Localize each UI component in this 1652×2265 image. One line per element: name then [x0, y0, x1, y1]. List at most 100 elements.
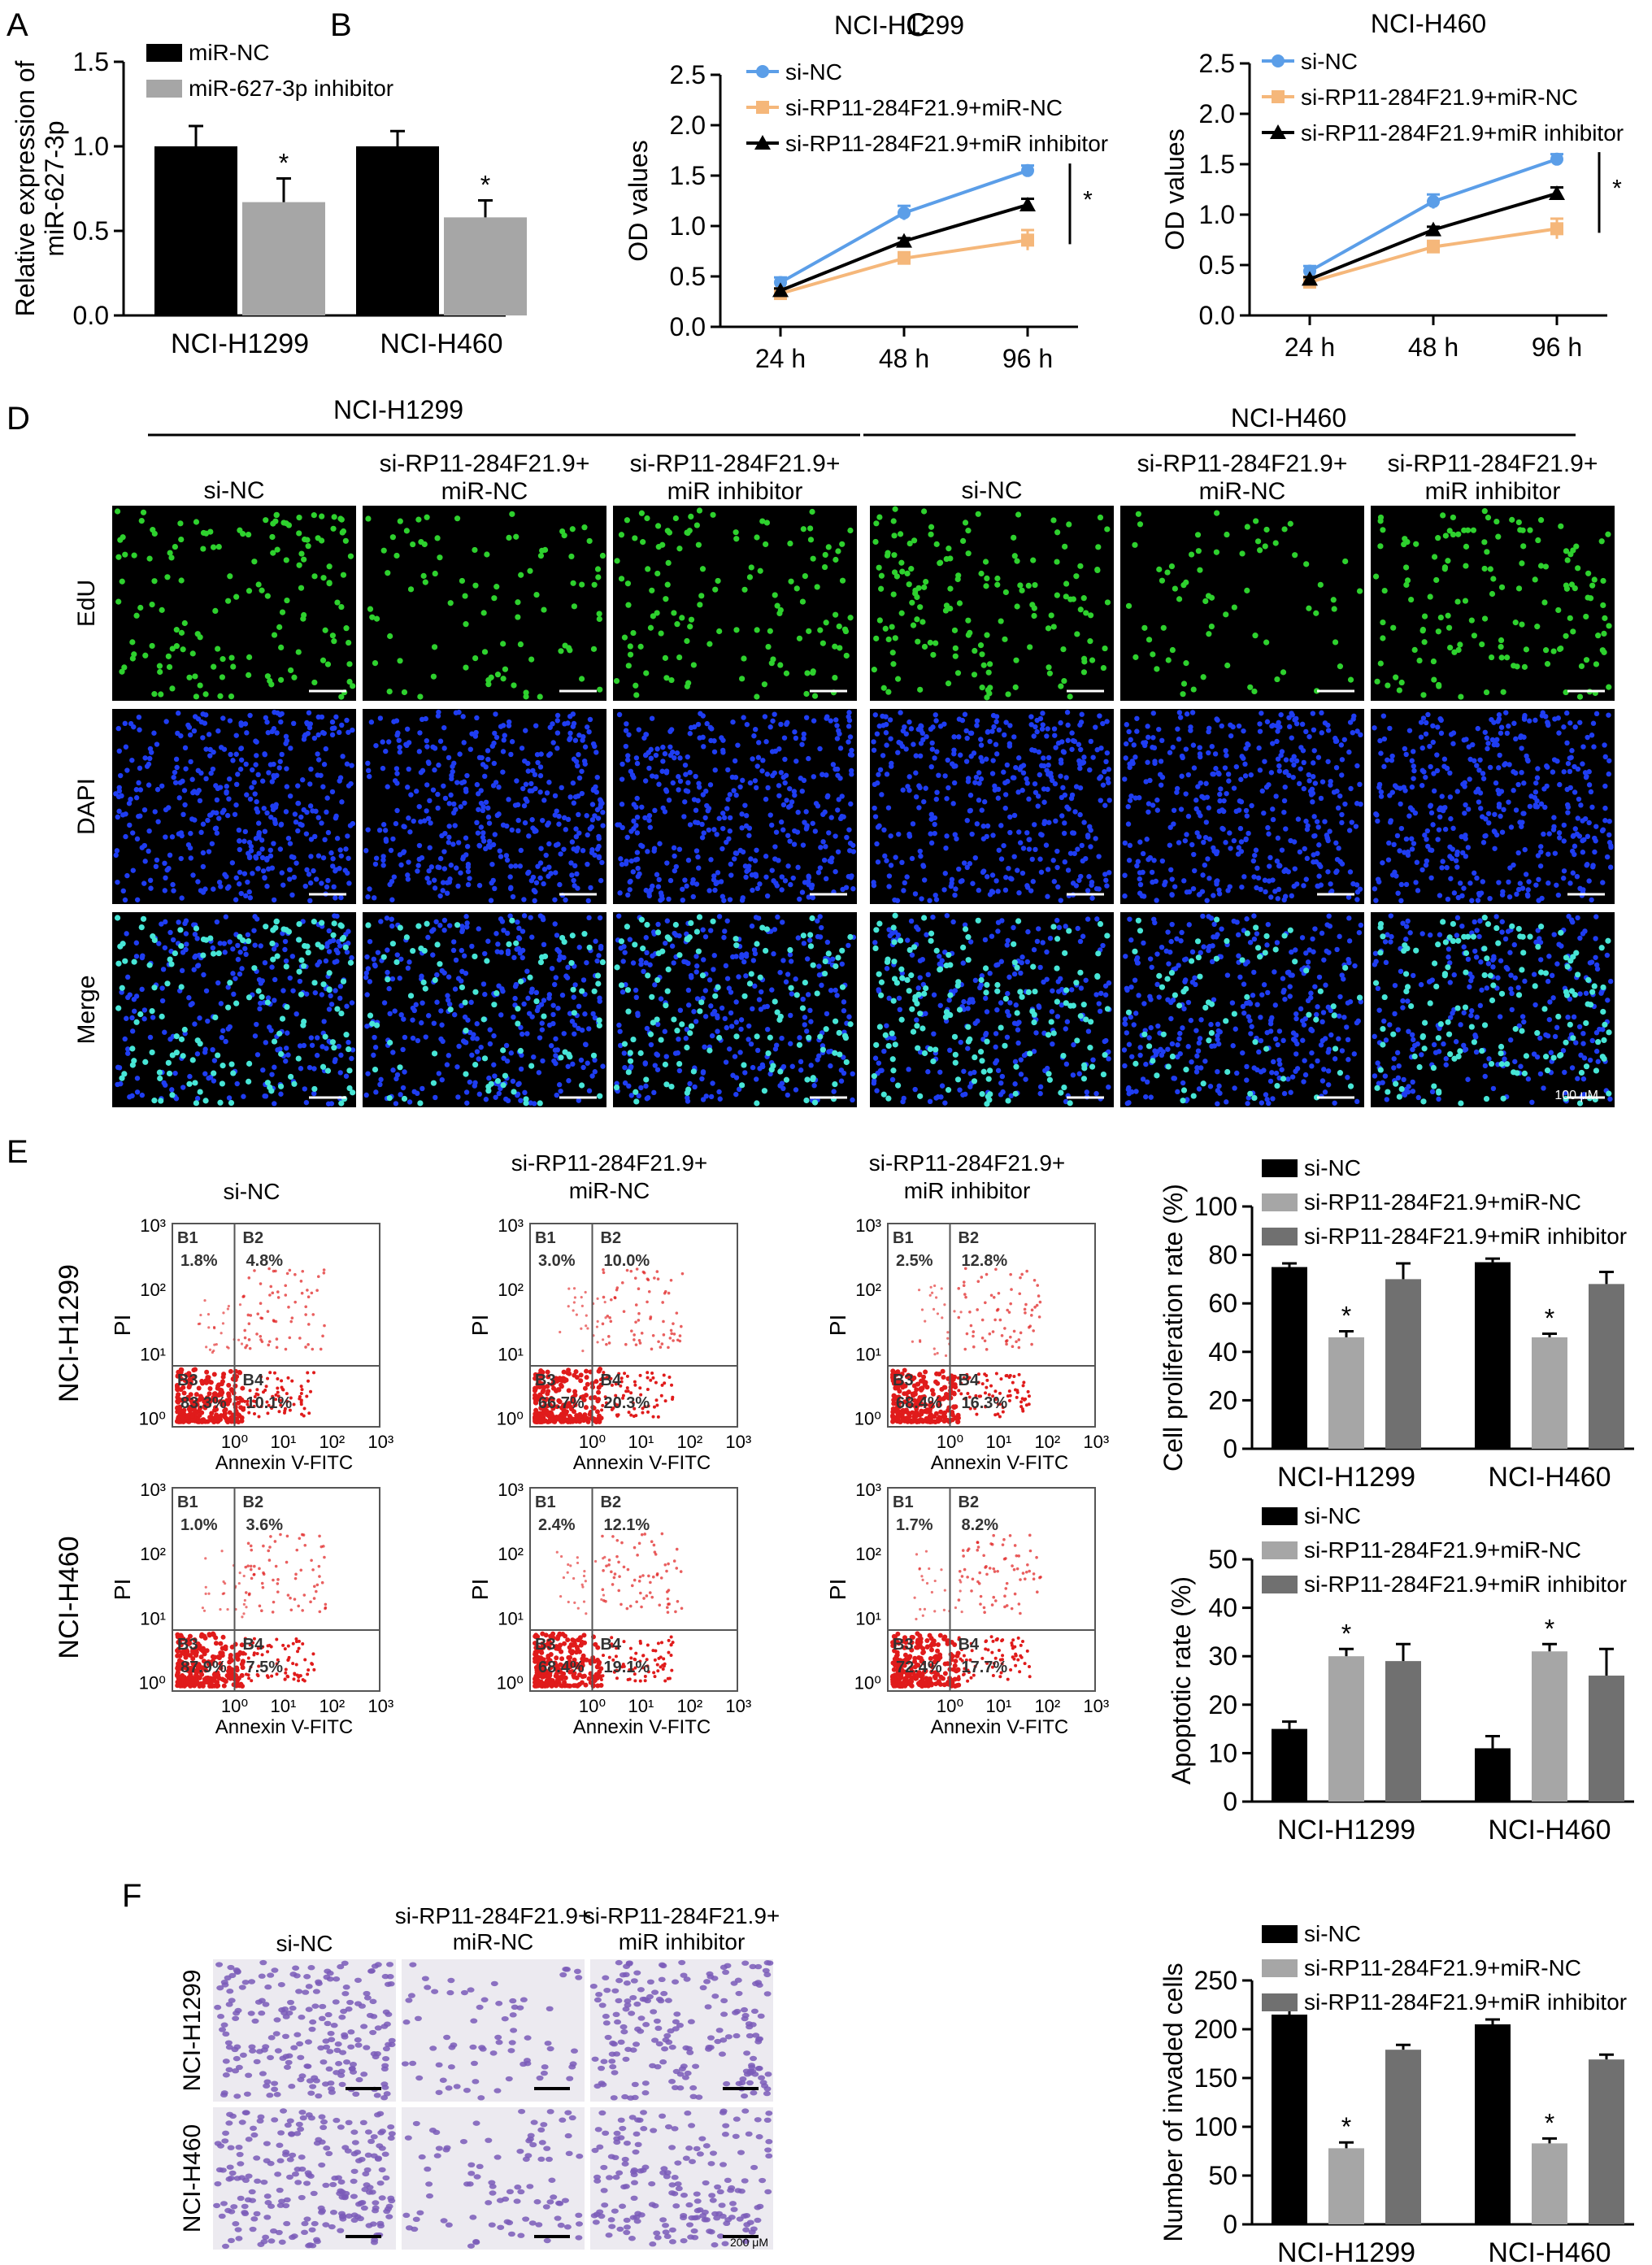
cell-nucleus	[1511, 788, 1516, 793]
cell-nucleus	[194, 790, 200, 796]
cell-nucleus	[667, 877, 674, 884]
edu-positive-cell	[186, 1080, 193, 1087]
cell-nucleus	[1024, 776, 1029, 782]
cell-nucleus	[1286, 715, 1292, 720]
cell-nucleus	[271, 841, 276, 846]
cell-nucleus	[173, 627, 180, 633]
cell-nucleus	[1280, 669, 1287, 676]
cell-nucleus	[311, 735, 318, 741]
cell-nucleus	[491, 760, 498, 767]
cell-nucleus	[211, 810, 216, 815]
cell-nucleus	[211, 886, 216, 892]
cell-nucleus	[295, 649, 302, 655]
cell-nucleus	[740, 777, 746, 784]
cell-nucleus	[847, 527, 854, 534]
cell-nucleus	[1289, 711, 1294, 716]
cell-nucleus	[934, 789, 940, 795]
cell-nucleus	[738, 1017, 745, 1023]
cell-nucleus	[972, 854, 978, 861]
cell-nucleus	[806, 755, 811, 762]
cell-nucleus	[1448, 815, 1454, 822]
cell-nucleus	[159, 783, 165, 789]
cell-nucleus	[627, 937, 633, 942]
cell-nucleus	[167, 852, 173, 859]
cell-nucleus	[1145, 724, 1150, 729]
cell-nucleus	[266, 770, 272, 776]
cell-nucleus	[301, 1042, 307, 1049]
cell-nucleus	[1357, 781, 1363, 788]
cell-nucleus	[298, 550, 305, 557]
column-label: si-RP11-284F21.9+	[1388, 450, 1598, 477]
edu-positive-cell	[811, 1099, 819, 1106]
edu-positive-cell	[658, 1037, 664, 1043]
cell-nucleus	[167, 1037, 173, 1042]
cell-nucleus	[823, 876, 829, 882]
cell-nucleus	[1465, 845, 1472, 850]
cell-nucleus	[320, 657, 327, 663]
cell-nucleus	[413, 789, 420, 794]
cell-nucleus	[420, 572, 427, 579]
cell-nucleus	[1007, 829, 1013, 836]
cell-nucleus	[372, 1034, 377, 1041]
cell-nucleus	[579, 768, 585, 774]
cell-nucleus	[1034, 728, 1040, 735]
cell-nucleus	[170, 881, 176, 888]
edu-positive-cell	[340, 978, 347, 985]
cell-nucleus	[658, 996, 664, 1002]
column-label: miR inhibitor	[1425, 478, 1561, 505]
cell-nucleus	[699, 1076, 705, 1082]
cell-nucleus	[846, 739, 851, 745]
cell-nucleus	[372, 895, 377, 901]
edu-positive-cell	[638, 916, 645, 923]
cell-nucleus	[708, 1093, 715, 1100]
cell-nucleus	[1565, 810, 1571, 815]
cell-nucleus	[994, 581, 1001, 588]
cell-nucleus	[382, 828, 389, 833]
cell-nucleus	[780, 802, 787, 808]
cell-nucleus	[1418, 719, 1424, 725]
edu-positive-cell	[338, 1010, 345, 1017]
cell-nucleus	[541, 606, 547, 613]
cell-nucleus	[1158, 782, 1164, 788]
cell-nucleus	[1087, 638, 1093, 645]
cell-nucleus	[373, 615, 380, 622]
edu-positive-cell	[472, 953, 478, 960]
cell-nucleus	[636, 727, 641, 733]
cell-nucleus	[995, 795, 1002, 801]
cell-nucleus	[246, 588, 253, 594]
cell-nucleus	[1189, 841, 1195, 848]
edu-positive-cell	[365, 922, 372, 928]
cell-nucleus	[1489, 737, 1496, 743]
cell-nucleus	[480, 610, 487, 616]
cell-nucleus	[238, 746, 245, 751]
cell-nucleus	[658, 630, 664, 637]
cell-nucleus	[757, 567, 763, 574]
cell-nucleus	[270, 550, 276, 556]
cell-nucleus	[521, 913, 528, 919]
cell-nucleus	[1605, 531, 1611, 537]
cell-nucleus	[262, 875, 267, 880]
cell-nucleus	[340, 754, 346, 759]
cell-nucleus	[1291, 883, 1297, 889]
cell-nucleus	[290, 720, 297, 727]
cell-nucleus	[1572, 724, 1578, 730]
cell-nucleus	[846, 710, 852, 715]
cell-nucleus	[646, 765, 652, 772]
cell-nucleus	[262, 1093, 267, 1099]
cell-nucleus	[283, 1059, 289, 1064]
cell-nucleus	[1154, 797, 1160, 803]
cell-nucleus	[819, 772, 825, 777]
cell-nucleus	[654, 610, 660, 616]
cell-nucleus	[649, 715, 655, 721]
cell-nucleus	[942, 871, 948, 876]
cell-nucleus	[1137, 839, 1143, 845]
edu-positive-cell	[777, 1068, 784, 1075]
cell-nucleus	[1104, 883, 1110, 889]
cell-nucleus	[750, 1006, 755, 1012]
cell-nucleus	[1393, 873, 1399, 879]
cell-nucleus	[1122, 893, 1128, 899]
cell-nucleus	[832, 643, 838, 650]
cell-nucleus	[463, 835, 469, 841]
edu-positive-cell	[539, 954, 546, 960]
cell-nucleus	[818, 845, 824, 850]
